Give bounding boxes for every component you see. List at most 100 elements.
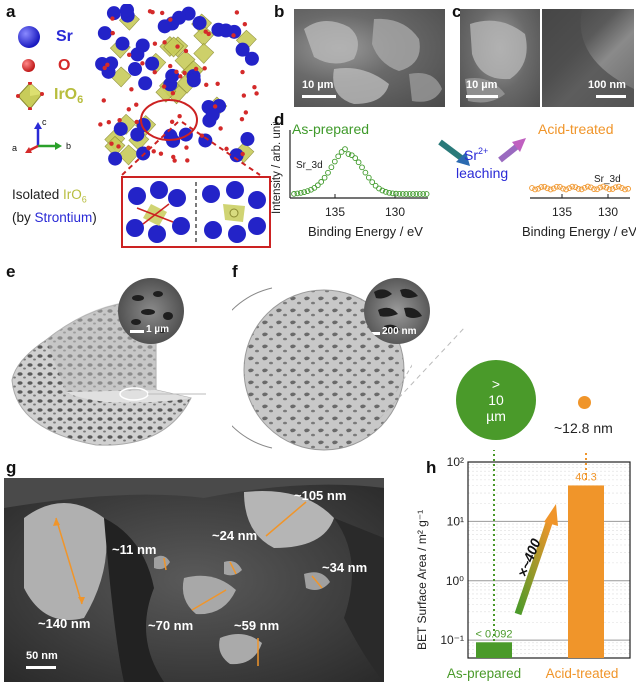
o-atom <box>212 104 218 109</box>
scale-bar-b <box>302 95 336 98</box>
xps-left-peak-label: Sr_3d <box>296 160 323 171</box>
xps-point <box>535 185 542 192</box>
xps-left-xlabel: Binding Energy / eV <box>308 224 423 239</box>
xps-point <box>328 164 335 171</box>
xps-point <box>591 186 597 192</box>
xps-point <box>600 183 607 190</box>
large-circle-line-3: µm <box>486 408 506 424</box>
xps-point <box>609 186 616 192</box>
sr-atom <box>97 26 112 41</box>
xps-point <box>352 155 359 161</box>
o-atom <box>206 31 211 37</box>
crystal-axes-icon: c b a <box>12 118 71 153</box>
xps-point <box>547 186 554 193</box>
x-category-label: As-prepared <box>447 666 521 681</box>
xps-point <box>359 164 365 171</box>
xps-point <box>389 190 396 197</box>
pore-label-140: ~140 nm <box>38 616 91 631</box>
o-atom <box>109 141 114 146</box>
xps-point <box>584 183 591 190</box>
o-atom <box>202 66 207 71</box>
xps-point <box>569 183 576 190</box>
small-circle-label: ~12.8 nm <box>554 420 613 436</box>
pore-label-70: ~70 nm <box>148 618 194 633</box>
tomography-inset-e: 1 µm <box>118 278 184 344</box>
xps-point <box>342 146 348 152</box>
xps-point <box>581 184 588 191</box>
xps-left-title: As-prepared <box>292 122 369 137</box>
scale-bar-label-f: 200 nm <box>382 326 417 337</box>
xps-point <box>410 191 416 197</box>
xps-point <box>572 184 579 190</box>
sr-atom <box>115 36 130 51</box>
xps-point <box>382 189 389 195</box>
xps-ylabel: Intensity / arb. units <box>271 122 283 214</box>
sem-image-c-left: 10 µm <box>460 9 540 107</box>
panel-label-e: e <box>6 262 16 281</box>
xps-point <box>304 188 311 194</box>
xps-point <box>379 187 386 194</box>
xps-right-tick-130: 130 <box>598 205 618 219</box>
xps-point <box>355 159 362 166</box>
o-atom <box>241 93 247 98</box>
xps-point <box>423 191 430 197</box>
panel-label-f: f <box>232 262 238 281</box>
o-atom <box>224 146 229 152</box>
o-atom <box>117 117 122 123</box>
xps-point <box>538 184 545 190</box>
scale-bar-f <box>368 332 380 335</box>
y-tick-label: 10¹ <box>447 514 464 528</box>
pore-label-11: ~11 nm <box>112 542 157 557</box>
o-atom <box>168 17 173 22</box>
xps-right-peak-label: Sr_3d <box>594 174 621 185</box>
sr-atom <box>136 146 151 161</box>
xps-point <box>403 191 410 197</box>
xps-as-prepared-curve <box>291 146 430 197</box>
sr-atom <box>218 23 233 38</box>
xps-point <box>338 149 345 155</box>
xps-point <box>301 189 308 195</box>
zoom-connector <box>121 121 261 176</box>
xps-point <box>553 183 560 190</box>
sem-image-c-right: 100 nm <box>542 9 634 107</box>
o-atom <box>159 10 165 16</box>
axis-c-label: c <box>42 118 47 127</box>
o-atom <box>240 69 245 75</box>
xps-point <box>372 182 379 189</box>
sr-atom <box>130 47 145 62</box>
xps-right-title: Acid-treated <box>538 122 613 137</box>
o-atom <box>175 44 180 49</box>
iro6-octahedron <box>118 144 139 166</box>
zoom-inset-structure <box>126 181 266 243</box>
o-atom <box>168 63 173 69</box>
o-atom <box>254 91 259 96</box>
iro6-octahedron <box>193 43 215 64</box>
o-atom <box>150 10 155 15</box>
xps-left-tick-135: 135 <box>325 205 345 219</box>
xps-point <box>529 185 535 191</box>
xps-point <box>345 151 352 157</box>
large-circle-line-1: > <box>491 376 501 392</box>
xps-point <box>566 185 573 192</box>
sr-atom <box>106 6 121 21</box>
xps-point <box>578 186 585 193</box>
o-atom <box>110 16 115 21</box>
scale-bar-c-right <box>596 95 626 98</box>
leaching-text: leaching <box>456 165 508 181</box>
o-atom <box>126 52 132 58</box>
highlight-ellipse <box>140 99 198 141</box>
o-atom-icon <box>22 59 35 72</box>
scale-bar-label-c-right: 100 nm <box>588 79 626 91</box>
o-atom <box>243 110 249 115</box>
xps-point <box>314 182 321 189</box>
xps-point <box>318 179 325 185</box>
o-atom <box>169 119 175 124</box>
sr-atom <box>186 73 201 88</box>
pore-label-59: ~59 nm <box>234 618 280 633</box>
xps-point <box>588 184 594 191</box>
y-tick-label: 10² <box>447 455 464 469</box>
scale-bar-label-g: 50 nm <box>26 650 58 662</box>
o-atom <box>185 158 190 163</box>
xps-point <box>597 184 604 191</box>
y-tick-label: 10⁰ <box>446 574 464 588</box>
